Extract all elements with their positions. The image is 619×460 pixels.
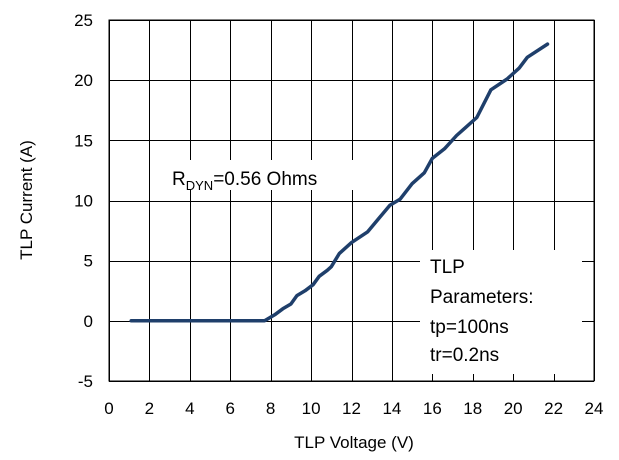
rdyn-main-label: R bbox=[172, 169, 186, 190]
y-tick-label: 15 bbox=[74, 131, 93, 150]
tlp-params-label: Parameters: bbox=[430, 287, 533, 308]
tlp-parameters-box: TLP Parameters: tp=100ns tr=0.2ns bbox=[420, 250, 582, 374]
y-tick-label: 25 bbox=[74, 11, 93, 30]
rdyn-annotation-bg bbox=[166, 160, 362, 190]
x-tick-label: 2 bbox=[145, 399, 154, 418]
x-axis-title: TLP Voltage (V) bbox=[294, 433, 414, 452]
y-tick-label: 0 bbox=[84, 312, 93, 331]
tlp-params-tp: tp=100ns bbox=[430, 317, 509, 338]
x-tick-label: 10 bbox=[302, 399, 321, 418]
y-tick-labels: -5 0 5 10 15 20 25 bbox=[74, 11, 93, 391]
rdyn-value-label: =0.56 Ohms bbox=[213, 169, 317, 190]
y-axis-title: TLP Current (A) bbox=[17, 140, 36, 260]
plot-frame bbox=[108, 19, 595, 382]
x-tick-label: 4 bbox=[185, 399, 194, 418]
series-line bbox=[129, 42, 550, 323]
y-tick-label: 5 bbox=[84, 252, 93, 271]
x-tick-label: 22 bbox=[544, 399, 563, 418]
rdyn-subscript-label: DYN bbox=[186, 178, 213, 193]
y-tick-label: 20 bbox=[74, 71, 93, 90]
x-tick-labels: 0 2 4 6 8 10 12 14 16 18 20 22 24 bbox=[104, 399, 603, 418]
x-tick-label: 0 bbox=[104, 399, 113, 418]
x-tick-label: 16 bbox=[423, 399, 442, 418]
x-tick-label: 14 bbox=[382, 399, 401, 418]
tlp-params-tr: tr=0.2ns bbox=[430, 345, 499, 366]
rdyn-annotation: RDYN=0.56 Ohms bbox=[166, 160, 362, 193]
svg-text:RDYN=0.56 Ohms: RDYN=0.56 Ohms bbox=[172, 169, 317, 193]
x-tick-label: 6 bbox=[226, 399, 235, 418]
y-tick-label: 10 bbox=[74, 192, 93, 211]
tlp-parameters-bg bbox=[420, 250, 582, 374]
y-tick-label: -5 bbox=[78, 372, 93, 391]
x-tick-label: 24 bbox=[585, 399, 604, 418]
x-tick-label: 18 bbox=[463, 399, 482, 418]
x-tick-label: 20 bbox=[504, 399, 523, 418]
tlp-params-title: TLP bbox=[430, 257, 465, 278]
x-tick-label: 8 bbox=[266, 399, 275, 418]
x-tick-label: 12 bbox=[342, 399, 361, 418]
